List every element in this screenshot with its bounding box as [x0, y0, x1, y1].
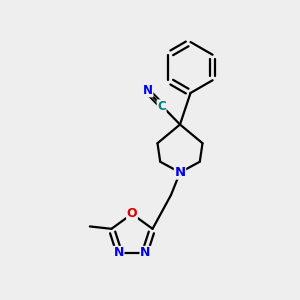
Text: N: N: [140, 247, 151, 260]
Text: N: N: [113, 247, 124, 260]
Text: O: O: [127, 207, 137, 220]
Text: C: C: [157, 100, 166, 113]
Text: N: N: [174, 166, 186, 179]
Text: N: N: [143, 84, 153, 97]
